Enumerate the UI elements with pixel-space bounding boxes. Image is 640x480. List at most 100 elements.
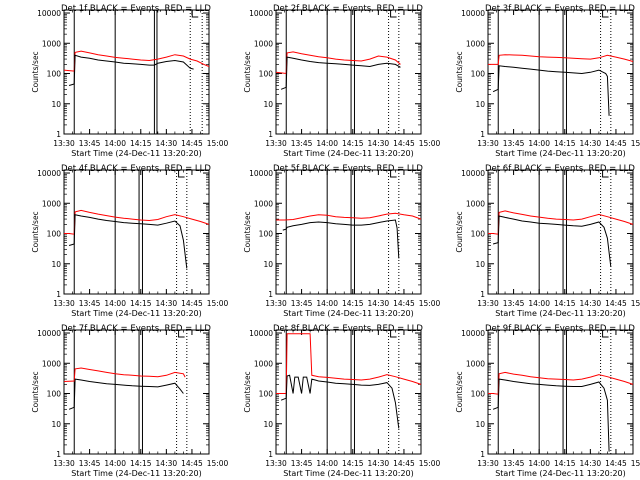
x-tick-label: 15:00 bbox=[631, 139, 640, 148]
panel-title: Det 5f BLACK = Events, RED = LLD bbox=[273, 164, 423, 174]
y-tick-label: 1000 bbox=[42, 39, 61, 48]
y-tick-label: 100 bbox=[471, 230, 486, 239]
y-tick-label: 1 bbox=[56, 450, 61, 459]
lld-series-line bbox=[275, 51, 401, 75]
x-tick-label: 15:00 bbox=[419, 459, 441, 468]
x-tick-label: 15:00 bbox=[419, 139, 441, 148]
y-tick-label: 100 bbox=[471, 70, 486, 79]
x-tick-label: 14:00 bbox=[528, 139, 550, 148]
panel-2: Det 2f BLACK = Events, RED = LLD 1 10 100 10… bbox=[243, 4, 441, 158]
y-tick-label: 10000 bbox=[37, 169, 61, 178]
panel-title: Det 3f BLACK = Events, RED = LLD bbox=[485, 4, 635, 14]
x-tick-label: 13:30 bbox=[53, 299, 75, 308]
panel-5: Det 5f BLACK = Events, RED = LLD 1 10 100 10… bbox=[243, 164, 441, 318]
y-tick-label: 1000 bbox=[254, 199, 273, 208]
y-tick-label: 1 bbox=[268, 290, 273, 299]
y-tick-label: 1 bbox=[480, 130, 485, 139]
x-tick-label: 13:45 bbox=[291, 299, 313, 308]
x-tick-label: 14:00 bbox=[528, 299, 550, 308]
panel-title: Det 4f BLACK = Events, RED = LLD bbox=[61, 164, 211, 174]
x-tick-label: 14:00 bbox=[528, 459, 550, 468]
x-tick-label: 14:45 bbox=[181, 459, 203, 468]
time-bracket bbox=[178, 170, 185, 178]
x-tick-label: 15:00 bbox=[207, 459, 229, 468]
x-tick-label: 13:30 bbox=[265, 139, 287, 148]
plot-frame bbox=[487, 9, 634, 135]
x-axis-label: Start Time (24-Dec-11 13:20:20) bbox=[283, 309, 414, 318]
y-tick-label: 10 bbox=[51, 260, 61, 269]
panel-title: Det 2f BLACK = Events, RED = LLD bbox=[273, 4, 423, 14]
panel-8: Det 8f BLACK = Events, RED = LLD 1 10 100 10… bbox=[243, 324, 441, 478]
x-tick-label: 14:00 bbox=[104, 459, 126, 468]
plot-frame bbox=[275, 169, 422, 295]
x-tick-label: 13:45 bbox=[291, 139, 313, 148]
y-axis-label: Counts/sec bbox=[455, 371, 464, 412]
x-tick-label: 13:30 bbox=[53, 139, 75, 148]
x-tick-label: 13:45 bbox=[503, 139, 525, 148]
panel-title: Det 6f BLACK = Events, RED = LLD bbox=[485, 164, 635, 174]
x-tick-label: 13:45 bbox=[79, 299, 101, 308]
y-tick-label: 1000 bbox=[42, 359, 61, 368]
y-tick-label: 10 bbox=[263, 100, 273, 109]
time-bracket bbox=[191, 10, 199, 18]
y-tick-label: 10000 bbox=[37, 329, 61, 338]
x-tick-label: 14:45 bbox=[605, 459, 627, 468]
x-tick-label: 14:15 bbox=[554, 299, 576, 308]
x-tick-label: 13:30 bbox=[53, 459, 75, 468]
x-tick-label: 13:45 bbox=[291, 459, 313, 468]
events-series-line bbox=[492, 215, 612, 267]
lld-series-line bbox=[276, 212, 422, 221]
y-tick-label: 10000 bbox=[461, 169, 485, 178]
x-tick-label: 13:45 bbox=[503, 299, 525, 308]
x-tick-label: 14:30 bbox=[368, 139, 390, 148]
x-tick-label: 14:00 bbox=[316, 299, 338, 308]
y-axis-label: Counts/sec bbox=[243, 211, 252, 252]
y-tick-label: 10 bbox=[51, 420, 61, 429]
y-tick-label: 10 bbox=[263, 260, 273, 269]
y-tick-label: 1 bbox=[56, 130, 61, 139]
time-bracket bbox=[602, 330, 609, 338]
x-tick-label: 14:30 bbox=[368, 299, 390, 308]
events-series-line bbox=[280, 374, 400, 429]
y-tick-label: 10 bbox=[263, 420, 273, 429]
lld-series-line bbox=[63, 367, 186, 382]
plot-frame bbox=[63, 169, 210, 295]
panel-title: Det 8f BLACK = Events, RED = LLD bbox=[273, 324, 423, 334]
y-tick-label: 1000 bbox=[466, 359, 485, 368]
events-series-line bbox=[68, 54, 194, 86]
time-bracket bbox=[178, 330, 185, 338]
x-tick-label: 15:00 bbox=[631, 299, 640, 308]
y-tick-label: 1000 bbox=[254, 39, 273, 48]
x-tick-label: 14:15 bbox=[554, 459, 576, 468]
x-tick-label: 13:30 bbox=[265, 299, 287, 308]
panel-4: Det 4f BLACK = Events, RED = LLD 1 10 100 10… bbox=[31, 164, 229, 318]
x-tick-label: 14:45 bbox=[181, 299, 203, 308]
y-axis-label: Counts/sec bbox=[455, 51, 464, 92]
y-tick-label: 1 bbox=[480, 290, 485, 299]
y-tick-label: 1000 bbox=[42, 199, 61, 208]
y-tick-label: 10 bbox=[475, 100, 485, 109]
x-tick-label: 13:45 bbox=[79, 139, 101, 148]
y-axis-label: Counts/sec bbox=[31, 371, 40, 412]
y-tick-label: 10000 bbox=[249, 9, 273, 18]
x-tick-label: 13:30 bbox=[477, 139, 499, 148]
lld-series-line bbox=[63, 50, 210, 72]
time-bracket bbox=[390, 170, 397, 178]
x-tick-label: 14:15 bbox=[342, 139, 364, 148]
x-tick-label: 13:30 bbox=[265, 459, 287, 468]
y-tick-label: 1000 bbox=[466, 39, 485, 48]
x-tick-label: 14:15 bbox=[554, 139, 576, 148]
x-tick-label: 14:00 bbox=[104, 299, 126, 308]
x-tick-label: 14:00 bbox=[316, 459, 338, 468]
x-tick-label: 13:45 bbox=[79, 459, 101, 468]
plot-frame bbox=[487, 169, 634, 295]
time-bracket bbox=[390, 330, 397, 338]
x-tick-label: 13:45 bbox=[503, 459, 525, 468]
x-tick-label: 14:30 bbox=[156, 299, 178, 308]
x-tick-label: 14:30 bbox=[580, 139, 602, 148]
x-tick-label: 14:15 bbox=[130, 139, 152, 148]
time-bracket bbox=[602, 170, 609, 178]
x-tick-label: 14:15 bbox=[130, 459, 152, 468]
y-tick-label: 1 bbox=[56, 290, 61, 299]
